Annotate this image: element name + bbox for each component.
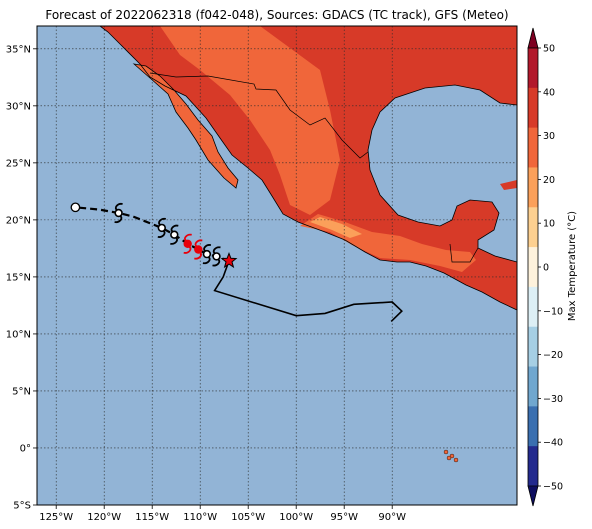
- colorbar-segment: [528, 286, 538, 328]
- colorbar-tick-label: 10: [543, 219, 555, 230]
- colorbar-segment: [528, 446, 538, 487]
- colorbar-tick-label: 20: [543, 175, 555, 186]
- temperature-colorbar: 50 40 30 20 10 0 −10 −20 −30 −40 −50: [527, 27, 563, 507]
- colorbar-segment: [528, 127, 538, 168]
- colorbar-tick-label: 0: [543, 263, 549, 274]
- x-tick-label: 110°W: [183, 512, 217, 523]
- storm-track-layer: [70, 202, 403, 322]
- colorbar-segment: [528, 247, 538, 288]
- x-tick-label: 90°W: [378, 512, 406, 523]
- x-tick-label: 105°W: [231, 512, 265, 523]
- current-position-star-icon: [220, 252, 238, 269]
- galapagos-island: [453, 457, 459, 463]
- y-tick-label: 0°: [20, 443, 31, 454]
- hurricane-symbol: [114, 202, 123, 224]
- coastline: [99, 26, 517, 311]
- x-tick-label: 100°W: [279, 512, 313, 523]
- colorbar-tick-label: −40: [543, 438, 563, 449]
- y-tick-label: 25°N: [6, 158, 31, 169]
- country-borders: [149, 72, 479, 263]
- colorbar-segment: [528, 167, 538, 208]
- mild-zone: [310, 217, 362, 238]
- colorbar-tick-label: −10: [543, 306, 563, 317]
- y-tick-label: 15°N: [6, 272, 31, 283]
- colorbar-segment: [528, 87, 538, 129]
- y-tick-label: 5°S: [13, 501, 31, 512]
- colorbar-segment: [528, 48, 538, 89]
- y-tick-label: 10°N: [6, 329, 31, 340]
- y-tick-label: 5°N: [12, 386, 31, 397]
- hurricane-symbol: [157, 217, 167, 238]
- longitude-axis: 125°W 120°W 115°W 110°W 105°W 100°W 95°W 90°W: [39, 505, 406, 523]
- latitude-axis: 35°N 30°N 25°N 20°N 15°N 10°N 5°N 0° 5°S: [6, 44, 37, 512]
- hurricane-symbol: [212, 246, 221, 267]
- colorbar-segment: [528, 406, 538, 447]
- hurricane-symbol: [202, 244, 212, 265]
- hurricane-symbol: [170, 224, 179, 245]
- colorbar-max-extend: [527, 27, 539, 49]
- colorbar-tick-label: 50: [543, 44, 555, 55]
- hurricane-symbol: [183, 233, 192, 254]
- x-tick-label: 120°W: [87, 512, 121, 523]
- galapagos-island: [449, 453, 455, 459]
- colorbar-segment: [528, 366, 538, 407]
- galapagos-islands: [443, 449, 459, 463]
- graticule: [37, 26, 517, 505]
- colorbar-tick-label: −20: [543, 350, 563, 361]
- y-tick-label: 30°N: [6, 101, 31, 112]
- y-tick-label: 20°N: [6, 215, 31, 226]
- colorbar-label: Max Temperature (°C): [567, 211, 578, 321]
- central-plateau-zone: [160, 26, 340, 215]
- galapagos-island: [443, 449, 449, 455]
- map-area: [37, 26, 517, 505]
- past-track-line: [213, 260, 403, 322]
- colorbar-tick-label: −30: [543, 394, 563, 405]
- cuba: [500, 180, 517, 190]
- colorbar-tick-label: 30: [543, 131, 555, 142]
- colorbar-min-extend: [527, 485, 539, 507]
- colorbar-tick-label: −50: [543, 482, 563, 493]
- figure-title: Forecast of 2022062318 (f042-048), Sourc…: [45, 8, 508, 22]
- hurricane-symbol: [194, 239, 203, 260]
- colorbar-tick-label: 40: [543, 87, 555, 98]
- colorbar-segment: [528, 326, 538, 368]
- colorbar-segment: [528, 207, 538, 248]
- y-tick-label: 35°N: [6, 44, 31, 55]
- baja-california: [134, 64, 238, 188]
- x-tick-label: 125°W: [39, 512, 73, 523]
- track-end-marker: [70, 202, 81, 213]
- map-frame: [36, 25, 518, 506]
- x-tick-label: 115°W: [135, 512, 169, 523]
- x-tick-label: 95°W: [330, 512, 358, 523]
- galapagos-island: [446, 455, 452, 461]
